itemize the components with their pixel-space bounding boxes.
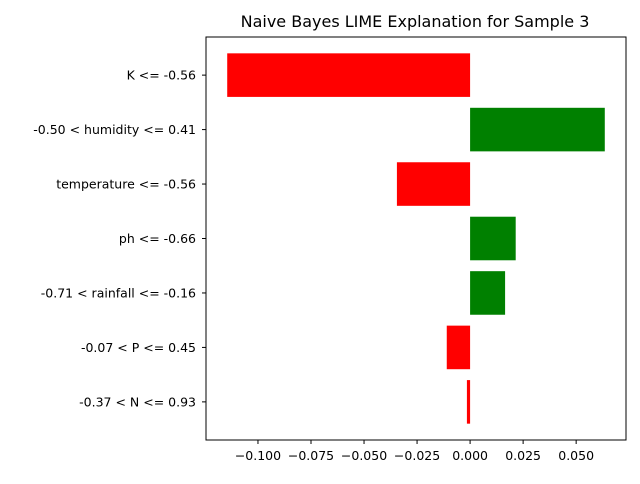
- chart-title: Naive Bayes LIME Explanation for Sample …: [241, 12, 590, 31]
- bar-2: [470, 107, 605, 152]
- ticks-layer: K <= -0.56 -0.50 < humidity <= 0.41 temper…: [33, 68, 594, 463]
- bar-3: [396, 162, 471, 206]
- bar-4: [470, 216, 516, 261]
- y-tick-label: temperature <= -0.56: [56, 177, 196, 192]
- x-tick-label: −0.050: [341, 448, 387, 463]
- bars-layer: [227, 53, 605, 424]
- bar-5: [470, 271, 506, 315]
- x-tick-label: −0.100: [235, 448, 281, 463]
- y-tick-label: -0.37 < N <= 0.93: [79, 394, 196, 409]
- y-tick-label: -0.71 < rainfall <= -0.16: [41, 285, 196, 300]
- x-tick-label: 0.025: [505, 448, 541, 463]
- x-tick-label: −0.075: [288, 448, 334, 463]
- y-tick-label: ph <= -0.66: [119, 231, 196, 246]
- bar-6: [446, 325, 471, 370]
- y-tick-label: -0.50 < humidity <= 0.41: [33, 122, 196, 137]
- bar-1: [227, 53, 471, 97]
- y-tick-label: -0.07 < P <= 0.45: [81, 340, 196, 355]
- bar-7: [466, 380, 471, 424]
- plot-frame: [205, 36, 627, 441]
- x-tick-label: 0.050: [558, 448, 594, 463]
- x-tick-label: 0.000: [452, 448, 488, 463]
- x-tick-label: −0.025: [394, 448, 440, 463]
- y-tick-label: K <= -0.56: [127, 68, 196, 83]
